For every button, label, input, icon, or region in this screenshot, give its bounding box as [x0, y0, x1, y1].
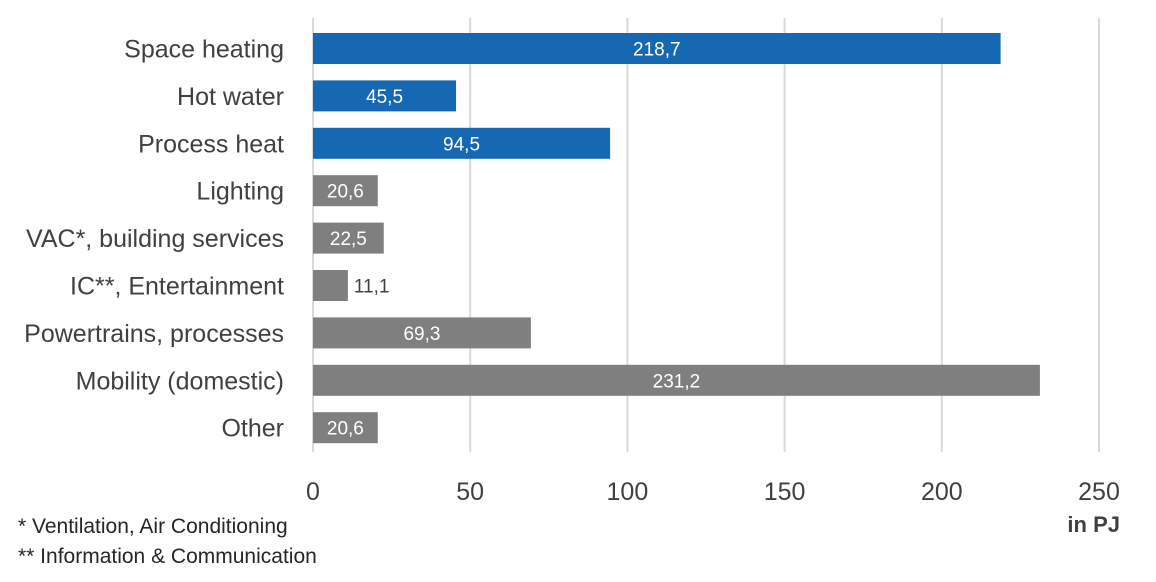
footnote-ventilation: * Ventilation, Air Conditioning — [18, 515, 288, 538]
data-label: 94,5 — [443, 134, 480, 155]
x-tick-label: 150 — [764, 478, 806, 506]
bar — [313, 412, 378, 444]
bar — [313, 33, 1001, 64]
bar — [313, 317, 531, 349]
x-axis-ticks: 0 50 100 150 200 250 — [306, 478, 1120, 506]
x-tick-label: 250 — [1078, 478, 1120, 506]
data-label: 69,3 — [403, 324, 440, 345]
data-label: 22,5 — [330, 229, 367, 250]
data-label: 11,1 — [354, 277, 390, 298]
category-label: Other — [221, 415, 284, 443]
category-label: Space heating — [124, 36, 284, 64]
category-labels: Space heating Hot water Process heat Lighti… — [24, 36, 284, 443]
footnote-information: ** Information & Communication — [18, 545, 317, 568]
data-label: 231,2 — [653, 371, 701, 392]
category-label: Powertrains, processes — [24, 320, 284, 348]
category-label: IC**, Entertainment — [70, 273, 284, 301]
bar — [313, 270, 348, 301]
data-label: 45,5 — [366, 87, 403, 108]
bar — [313, 127, 611, 159]
data-label: 20,6 — [327, 419, 364, 440]
category-label: Lighting — [196, 178, 284, 206]
x-tick-label: 50 — [456, 478, 484, 506]
x-tick-label: 200 — [921, 478, 963, 506]
data-label: 218,7 — [633, 40, 681, 61]
category-label: Mobility (domestic) — [76, 367, 284, 395]
bar — [313, 80, 457, 112]
data-label: 20,6 — [327, 182, 364, 203]
x-tick-label: 0 — [306, 478, 320, 506]
category-label: Process heat — [138, 130, 284, 158]
category-label: VAC*, building services — [26, 225, 284, 253]
x-tick-label: 100 — [607, 478, 649, 506]
category-label: Hot water — [177, 83, 284, 111]
bars: 218,7 45,5 94,5 20,6 22,5 11,1 69,3 231,2 20,6 — [313, 33, 1040, 444]
unit-label: in PJ — [1067, 512, 1120, 537]
bar — [313, 364, 1040, 396]
bar — [313, 222, 384, 254]
bar — [313, 175, 378, 207]
